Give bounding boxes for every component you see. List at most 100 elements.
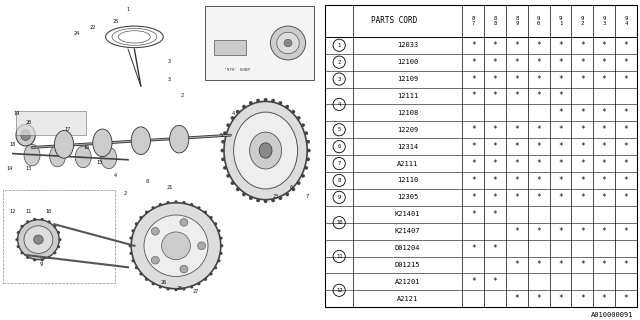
Ellipse shape: [135, 266, 138, 269]
Text: *: *: [493, 58, 497, 67]
Ellipse shape: [93, 129, 112, 157]
Text: *: *: [515, 193, 519, 202]
Ellipse shape: [278, 196, 282, 200]
Ellipse shape: [53, 225, 56, 228]
Text: 9
0: 9 0: [537, 16, 540, 26]
Ellipse shape: [152, 282, 155, 285]
Ellipse shape: [218, 259, 221, 262]
Ellipse shape: [15, 238, 19, 241]
Text: *: *: [623, 41, 628, 50]
Ellipse shape: [174, 288, 178, 291]
Text: *: *: [515, 41, 519, 50]
Ellipse shape: [17, 245, 20, 248]
FancyBboxPatch shape: [16, 111, 86, 135]
Text: *: *: [558, 41, 563, 50]
Text: *: *: [623, 193, 628, 202]
Text: *: *: [580, 58, 584, 67]
FancyBboxPatch shape: [214, 40, 246, 55]
Text: *: *: [602, 41, 606, 50]
Text: *: *: [471, 41, 476, 50]
Ellipse shape: [256, 199, 260, 202]
Ellipse shape: [40, 258, 44, 261]
Text: *: *: [471, 125, 476, 134]
Text: 11: 11: [336, 254, 342, 259]
Text: 22: 22: [90, 25, 96, 30]
Text: *: *: [493, 75, 497, 84]
Ellipse shape: [204, 211, 207, 214]
Ellipse shape: [54, 131, 74, 158]
Text: 13: 13: [26, 166, 32, 172]
Text: *: *: [515, 260, 519, 269]
Text: *: *: [623, 260, 628, 269]
Text: 9: 9: [337, 195, 340, 200]
Ellipse shape: [131, 259, 134, 262]
Text: *: *: [602, 75, 606, 84]
Text: 18: 18: [10, 142, 16, 147]
Text: 6: 6: [337, 144, 340, 149]
Text: 9
3: 9 3: [602, 16, 605, 26]
Ellipse shape: [306, 140, 310, 144]
Ellipse shape: [129, 244, 132, 247]
Text: 25: 25: [176, 286, 182, 291]
Text: 12: 12: [10, 210, 16, 214]
Text: *: *: [580, 108, 584, 117]
Text: *: *: [536, 92, 541, 100]
Ellipse shape: [145, 211, 148, 214]
Ellipse shape: [33, 258, 36, 261]
Ellipse shape: [259, 143, 272, 158]
Text: 2: 2: [181, 93, 184, 98]
Ellipse shape: [301, 123, 305, 127]
Text: 12110: 12110: [397, 178, 419, 183]
Text: PARTS CORD: PARTS CORD: [371, 16, 417, 25]
Ellipse shape: [190, 203, 193, 206]
Ellipse shape: [223, 166, 227, 170]
Ellipse shape: [249, 101, 253, 105]
Ellipse shape: [170, 125, 189, 153]
Text: *: *: [536, 260, 541, 269]
Text: *: *: [580, 41, 584, 50]
Ellipse shape: [180, 219, 188, 226]
Text: *: *: [623, 75, 628, 84]
Text: 25: 25: [112, 19, 118, 24]
Ellipse shape: [159, 203, 162, 206]
Text: 12100: 12100: [397, 59, 419, 65]
Text: *: *: [623, 108, 628, 117]
Ellipse shape: [221, 140, 225, 144]
Ellipse shape: [182, 287, 186, 291]
Text: *: *: [580, 294, 584, 303]
Text: 12033: 12033: [397, 42, 419, 48]
Text: *: *: [580, 159, 584, 168]
Text: *: *: [471, 244, 476, 252]
Text: *: *: [602, 193, 606, 202]
Ellipse shape: [131, 203, 221, 289]
Text: 14: 14: [6, 166, 13, 172]
Text: *: *: [558, 227, 563, 236]
Text: *: *: [493, 210, 497, 219]
Text: *: *: [493, 193, 497, 202]
Text: *: *: [493, 159, 497, 168]
Ellipse shape: [145, 278, 148, 281]
Text: *: *: [580, 260, 584, 269]
Text: *: *: [623, 58, 628, 67]
Ellipse shape: [220, 252, 223, 255]
Ellipse shape: [20, 130, 31, 140]
Text: 23: 23: [272, 194, 278, 199]
Text: 24: 24: [74, 31, 80, 36]
Text: *: *: [623, 125, 628, 134]
Ellipse shape: [221, 157, 225, 161]
Text: 3: 3: [168, 77, 171, 82]
Text: *: *: [602, 176, 606, 185]
Text: *: *: [536, 176, 541, 185]
Text: *: *: [515, 176, 519, 185]
Ellipse shape: [250, 132, 282, 169]
Text: *: *: [536, 142, 541, 151]
Text: *: *: [558, 294, 563, 303]
Ellipse shape: [140, 272, 143, 276]
Text: 5: 5: [337, 127, 340, 132]
Text: 12314: 12314: [397, 144, 419, 150]
Ellipse shape: [16, 124, 35, 146]
Text: D01215: D01215: [395, 262, 420, 268]
Text: 27: 27: [192, 289, 198, 294]
Text: 8
8: 8 8: [493, 16, 497, 26]
Ellipse shape: [285, 193, 289, 196]
